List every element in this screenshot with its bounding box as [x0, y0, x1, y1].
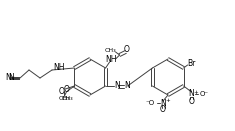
Text: NH: NH: [53, 62, 64, 72]
Text: O: O: [160, 105, 166, 114]
Text: N: N: [160, 99, 166, 108]
Text: O: O: [63, 86, 69, 94]
Text: O: O: [189, 97, 195, 105]
Text: O: O: [59, 86, 64, 95]
Text: +: +: [194, 89, 198, 94]
Text: N: N: [8, 73, 14, 83]
Text: N: N: [189, 89, 195, 99]
Text: Br: Br: [188, 59, 196, 69]
Text: O⁻: O⁻: [200, 91, 209, 97]
Text: CH₃: CH₃: [105, 48, 116, 53]
Text: NH: NH: [105, 56, 116, 64]
Text: N: N: [125, 81, 130, 89]
Text: N: N: [5, 73, 11, 83]
Text: CH₃: CH₃: [59, 95, 70, 100]
Text: O: O: [124, 45, 129, 54]
Text: N: N: [115, 81, 120, 89]
Text: +: +: [165, 99, 170, 103]
Text: CH₃: CH₃: [62, 95, 73, 100]
Text: ⁻O: ⁻O: [146, 100, 155, 106]
